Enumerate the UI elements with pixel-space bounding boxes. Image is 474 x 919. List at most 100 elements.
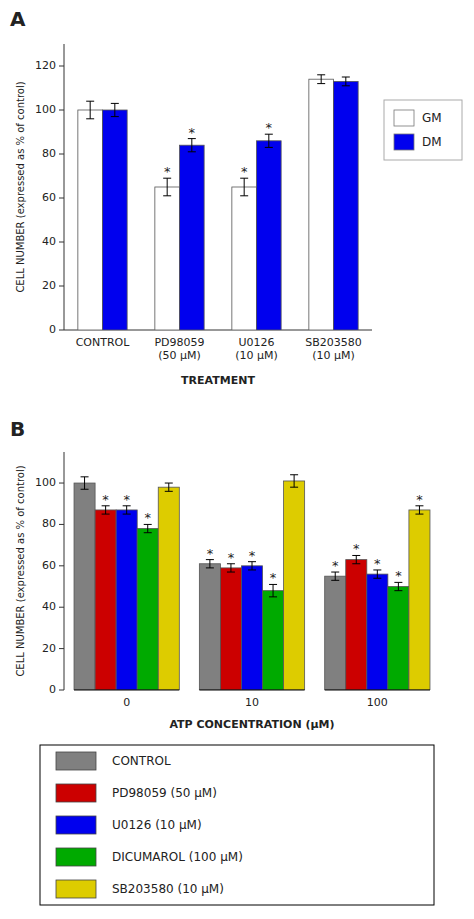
- y-tick-label: 100: [35, 476, 56, 489]
- error-line: [105, 506, 106, 514]
- error-bar: [163, 178, 171, 196]
- significance-mark: *: [123, 492, 130, 507]
- y-tick: [59, 483, 64, 484]
- significance-mark: *: [353, 541, 360, 556]
- y-tick-label: 60: [42, 559, 56, 572]
- error-line: [252, 562, 253, 570]
- x-tick-label-line: U0126: [238, 336, 274, 349]
- x-tick-label: 100: [367, 696, 388, 709]
- legend-swatch: [56, 816, 96, 834]
- error-cap: [206, 567, 214, 568]
- error-bar: [165, 483, 173, 491]
- error-line: [419, 506, 420, 514]
- error-cap: [123, 514, 131, 515]
- bar: [199, 564, 220, 690]
- x-tick-label: CONTROL: [76, 336, 131, 349]
- error-line: [191, 139, 192, 152]
- significance-mark: *: [395, 568, 402, 583]
- y-tick-label: 100: [35, 103, 56, 116]
- significance-mark: *: [207, 546, 214, 561]
- x-tick-label: SB203580(10 μM): [305, 336, 362, 362]
- error-line: [147, 524, 148, 532]
- bar: [257, 141, 282, 330]
- legend: GMDM: [384, 100, 462, 160]
- bar: [137, 529, 158, 690]
- error-line: [335, 572, 336, 580]
- error-cap: [240, 195, 248, 196]
- y-tick-label: 0: [49, 683, 56, 696]
- bar: [325, 576, 346, 690]
- error-bar: [188, 139, 196, 152]
- error-bar: [269, 584, 277, 596]
- x-tick-label-line: SB203580: [305, 336, 362, 349]
- error-bar: [373, 570, 381, 578]
- error-line: [268, 134, 269, 147]
- bar: [388, 587, 409, 690]
- significance-mark: *: [332, 558, 339, 573]
- panel-title: B: [10, 417, 25, 441]
- group-line: [74, 689, 179, 690]
- legend-swatch: [56, 752, 96, 770]
- error-cap: [290, 487, 298, 488]
- error-bar: [394, 582, 402, 590]
- legend-label: DM: [422, 135, 442, 149]
- y-tick: [59, 648, 64, 649]
- error-cap: [111, 116, 119, 117]
- error-bar: [290, 475, 298, 487]
- x-tick-label-line: (10 μM): [312, 349, 355, 362]
- bar: [116, 510, 137, 690]
- error-line: [273, 584, 274, 596]
- error-line: [377, 570, 378, 578]
- x-axis-label: ATP CONCENTRATION (μM): [169, 718, 334, 731]
- significance-mark: *: [228, 550, 235, 565]
- bar: [334, 81, 359, 330]
- error-cap: [163, 195, 171, 196]
- significance-mark: *: [241, 164, 248, 179]
- error-bar: [227, 564, 235, 572]
- error-bar: [102, 506, 110, 514]
- y-axis-label: CELL NUMBER (expressed as % of control): [15, 465, 26, 676]
- bar: [95, 510, 116, 690]
- panel-title: A: [10, 7, 26, 31]
- legend-label: DICUMAROL (100 μM): [112, 850, 243, 864]
- error-line: [167, 178, 168, 196]
- error-bar: [206, 560, 214, 568]
- y-axis-line: [64, 452, 65, 690]
- y-tick-label: 80: [42, 517, 56, 530]
- y-tick: [59, 242, 64, 243]
- legend-label: PD98059 (50 μM): [112, 786, 217, 800]
- error-bar: [240, 178, 248, 196]
- significance-mark: *: [189, 125, 196, 140]
- significance-mark: *: [266, 120, 273, 135]
- y-axis-label: CELL NUMBER (expressed as % of control): [15, 81, 26, 292]
- error-bar: [86, 101, 94, 119]
- error-line: [209, 560, 210, 568]
- error-bar: [415, 506, 423, 514]
- error-line: [90, 101, 91, 119]
- y-tick: [59, 330, 64, 331]
- significance-mark: *: [416, 492, 423, 507]
- x-tick-label-line: 10: [245, 696, 259, 709]
- error-cap: [342, 85, 350, 86]
- legend-swatch: [56, 848, 96, 866]
- error-cap: [86, 118, 94, 119]
- error-cap: [102, 514, 110, 515]
- x-tick-label: U0126(10 μM): [235, 336, 278, 362]
- error-bar: [123, 506, 131, 514]
- error-line: [294, 475, 295, 487]
- significance-mark: *: [270, 570, 277, 585]
- error-cap: [86, 101, 94, 102]
- error-cap: [269, 596, 277, 597]
- y-tick: [59, 110, 64, 111]
- y-tick-label: 0: [49, 323, 56, 336]
- error-cap: [373, 578, 381, 579]
- x-tick-label: PD98059(50 μM): [154, 336, 204, 362]
- legend-swatch: [56, 784, 96, 802]
- error-line: [244, 178, 245, 196]
- significance-mark: *: [164, 164, 171, 179]
- error-cap: [290, 474, 298, 475]
- marks: [74, 475, 430, 690]
- error-line: [398, 582, 399, 590]
- panel: A020406080100120CELL NUMBER (expressed a…: [10, 7, 462, 387]
- error-cap: [144, 532, 152, 533]
